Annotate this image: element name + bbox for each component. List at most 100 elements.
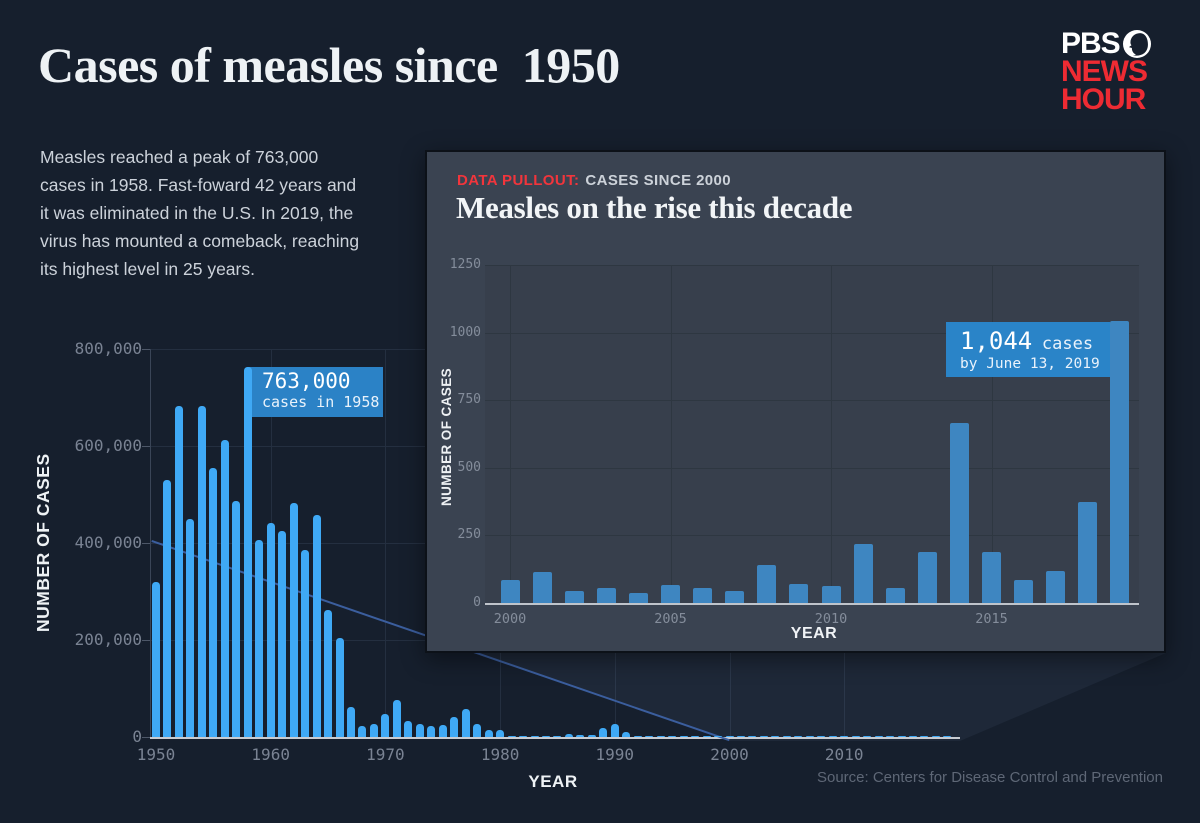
inset-gridline-y750 [485, 400, 1139, 402]
main-bar-1960 [266, 522, 275, 737]
inset-gridline-x2000 [510, 265, 511, 603]
inset-bar-2009 [789, 583, 809, 603]
main-bar-1974 [427, 726, 436, 737]
main-bar-2003 [759, 735, 768, 737]
inset-bar-2008 [757, 565, 777, 603]
pullout-kicker: DATA PULLOUT: CASES SINCE 2000 [457, 172, 731, 189]
main-bar-1971 [392, 700, 401, 737]
inset-chart-bars [485, 265, 1139, 603]
main-bar-1985 [553, 735, 562, 737]
main-bar-2009 [828, 735, 837, 737]
main-bar-2011 [851, 735, 860, 737]
main-bar-1969 [369, 724, 378, 737]
main-ytickmark-200000 [142, 640, 150, 641]
main-chart-bars [150, 349, 960, 737]
inset-gridline-y1250 [485, 265, 1139, 266]
main-bar-1987 [576, 735, 585, 737]
inset-bar-2000 [500, 579, 520, 603]
main-y-axis-line [150, 349, 151, 737]
inset-ytick-250: 250 [457, 527, 481, 543]
main-bar-2006 [794, 735, 803, 737]
main-bar-2012 [863, 735, 872, 737]
main-bar-2002 [748, 735, 757, 737]
main-bar-1961 [278, 531, 287, 737]
main-xtick-1990: 1990 [595, 745, 635, 764]
main-bar-1983 [530, 735, 539, 737]
main-bar-1995 [668, 735, 677, 737]
inset-bar-2002 [564, 591, 584, 603]
inset-gridline-y1000 [485, 332, 1139, 334]
logo-text-pbs: PBS [1061, 27, 1121, 60]
main-xtick-1970: 1970 [366, 745, 405, 764]
main-bar-1977 [461, 709, 470, 737]
main-ytickmark-600000 [142, 446, 150, 447]
main-bar-1994 [656, 735, 665, 737]
pullout-kicker-rest: CASES SINCE 2000 [585, 172, 732, 189]
main-ytick-200000: 200,000 [74, 630, 142, 649]
main-bar-2019 [943, 735, 952, 737]
main-x-axis-line [150, 737, 960, 739]
main-bar-1957 [232, 500, 241, 737]
inset-bar-2012 [885, 588, 905, 603]
inset-bar-2007 [725, 591, 745, 603]
inset-xtick-2000: 2000 [493, 611, 527, 627]
main-bar-1978 [473, 723, 482, 737]
inset-x-axis-title: YEAR [790, 625, 838, 642]
main-bar-1956 [220, 440, 229, 737]
inset-plot-background [485, 265, 1139, 603]
main-bar-2001 [736, 735, 745, 737]
logo-text-hour: HOUR [1061, 83, 1146, 116]
main-ytickmark-0 [142, 737, 150, 738]
inset-bar-2016 [1014, 579, 1034, 603]
main-ytick-0: 0 [132, 727, 142, 746]
main-ytick-600000: 600,000 [74, 436, 142, 455]
inset-chart-gridlines [485, 265, 1139, 603]
main-bar-1962 [289, 503, 298, 737]
main-bar-1959 [255, 540, 264, 737]
inset-gridline-y250 [485, 535, 1139, 537]
main-ytick-800000: 800,000 [74, 339, 142, 358]
main-x-axis-title: YEAR [528, 772, 578, 791]
main-bar-1989 [599, 728, 608, 737]
main-bar-1972 [404, 721, 413, 737]
inset-ytick-1250: 1250 [449, 257, 481, 272]
main-bar-1973 [415, 724, 424, 737]
main-xtick-1950: 1950 [136, 745, 176, 764]
inset-bar-2006 [693, 588, 713, 603]
main-bar-1984 [541, 735, 550, 737]
main-bar-1993 [645, 735, 654, 737]
main-gridline-x1970 [385, 349, 387, 737]
main-ytick-400000: 400,000 [74, 533, 142, 552]
main-peak-callout: 763,000 cases in 1958 [247, 367, 383, 417]
main-bar-1951 [163, 479, 172, 737]
main-bar-1965 [324, 609, 333, 737]
main-xtick-1980: 1980 [480, 745, 520, 764]
source-credit: Source: Centers for Disease Control and … [816, 769, 1163, 786]
main-bar-2007 [805, 735, 814, 737]
main-bar-1975 [438, 725, 447, 737]
main-xtick-1960: 1960 [251, 745, 290, 764]
inset-bar-2013 [917, 552, 937, 603]
main-bar-1979 [484, 730, 493, 737]
main-peak-label: cases in 1958 [262, 393, 380, 411]
main-bar-1998 [702, 735, 711, 737]
inset-bar-2005 [661, 585, 680, 603]
main-bar-1986 [564, 733, 573, 737]
main-xtick-2000: 2000 [710, 745, 749, 764]
main-bar-2005 [782, 735, 791, 737]
logo-text-news: NEWS [1061, 55, 1148, 88]
inset-2019-sub: by June 13, 2019 [960, 356, 1100, 372]
inset-bar-2010 [821, 585, 841, 603]
main-ytickmark-800000 [142, 349, 150, 350]
inset-gridline-y500 [485, 467, 1139, 469]
inset-bar-2014 [949, 422, 969, 603]
main-bar-1976 [450, 717, 459, 737]
inset-bar-2019 [1110, 320, 1130, 603]
inset-gridline-x2010 [831, 265, 832, 603]
inset-bar-2011 [853, 543, 873, 603]
inset-xtick-2010: 2010 [814, 611, 848, 627]
pullout-title: Measles on the rise this decade [456, 190, 853, 225]
pbs-newshour-logo: PBS NEWS HOUR [1061, 27, 1181, 116]
main-bar-1963 [301, 550, 310, 737]
